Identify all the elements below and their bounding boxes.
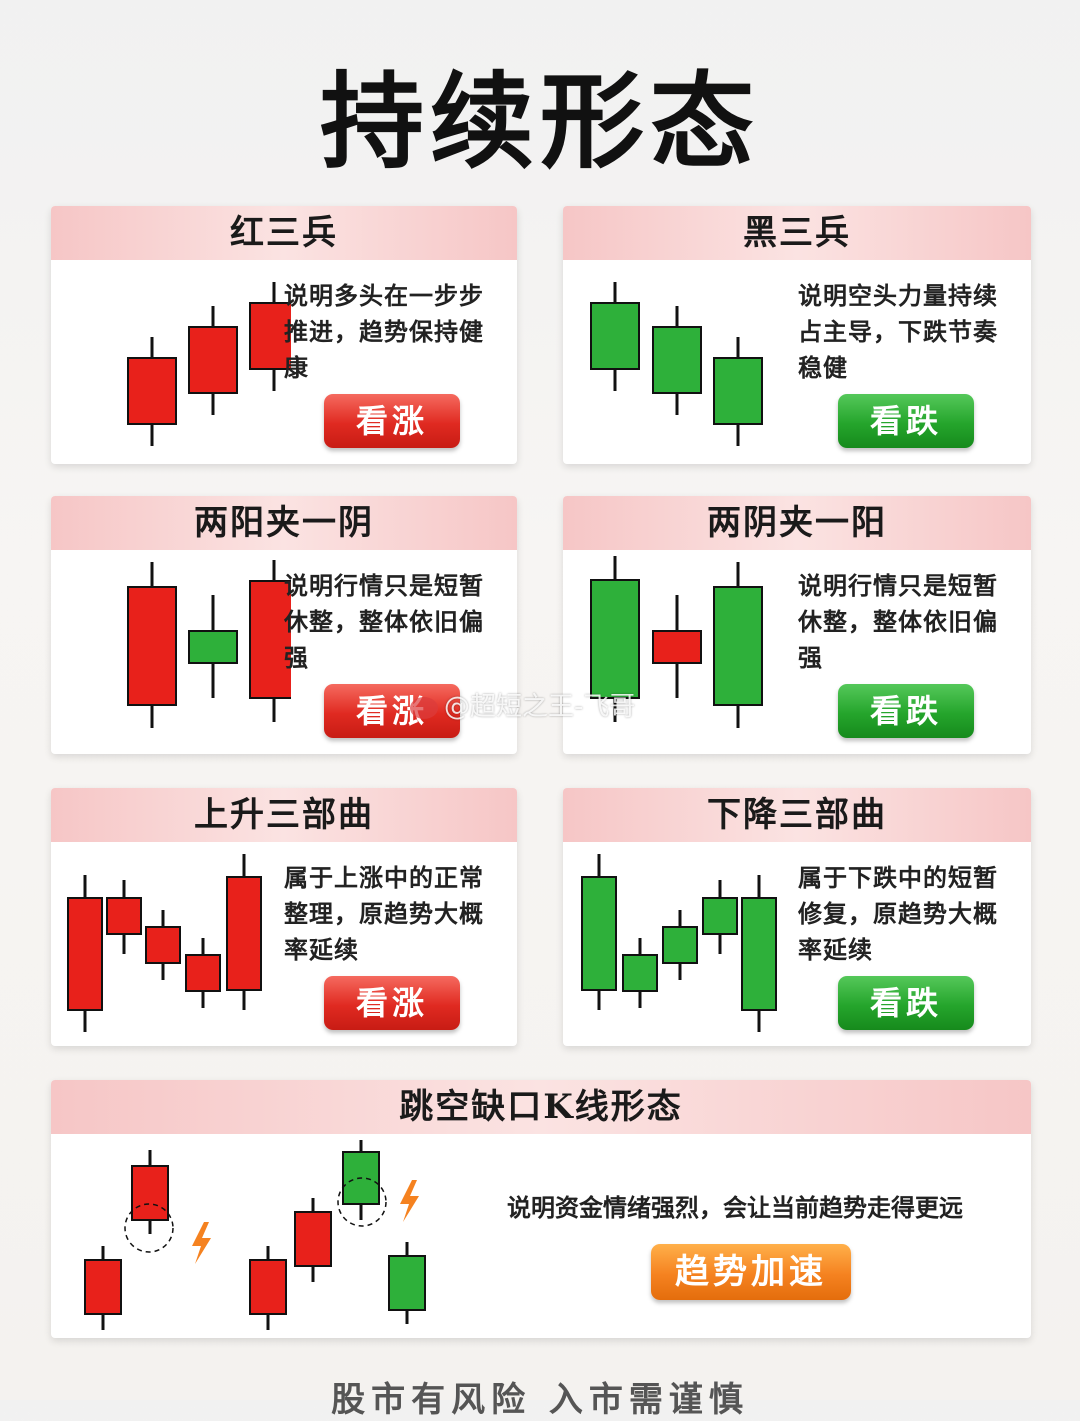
candle-bear — [188, 630, 238, 664]
card-description: 说明行情只是短暂休整，整体依旧偏强 — [798, 571, 998, 672]
card-two-bull-one-bear: 两阳夹一阴 说明行情只是短暂休整，整体依旧偏强 看涨 — [51, 496, 517, 754]
card-title: 黑三兵 — [563, 206, 1031, 260]
candle-bull — [131, 1165, 169, 1221]
card-falling-three-methods: 下降三部曲 属于下跌中的短暂修复，原趋势大概率延续 看跌 — [563, 788, 1031, 1046]
lightning-icon — [400, 1180, 419, 1222]
card-title: 两阳夹一阴 — [51, 496, 517, 550]
card-description: 说明多头在一步步推进，趋势保持健康 — [284, 281, 484, 382]
bullish-badge[interactable]: 看涨 — [324, 394, 460, 448]
bullish-badge[interactable]: 看涨 — [324, 976, 460, 1030]
card-description: 属于上涨中的正常整理，原趋势大概率延续 — [284, 863, 484, 964]
candlestick-illustration — [67, 854, 262, 1032]
card-title: 下降三部曲 — [563, 788, 1031, 842]
candle-bear — [741, 897, 777, 1011]
candlestick-illustration — [581, 854, 777, 1032]
candle-bull — [185, 954, 221, 992]
candle-bull — [249, 1259, 287, 1315]
gap-candlestick-illustration — [84, 1140, 426, 1330]
page-title: 持续形态 — [319, 61, 760, 183]
candle-bull — [106, 897, 142, 935]
candle-bear — [702, 897, 738, 935]
candlestick-illustration — [590, 556, 763, 728]
card-gap-pattern: 跳空缺口K线形态 说明资金情绪强烈，会让当前趋势走得更远 趋势加速 — [51, 1080, 1031, 1338]
candle-bull — [67, 897, 103, 1011]
candlestick-illustration — [590, 282, 763, 446]
candle-bull — [188, 326, 238, 394]
candle-bear — [590, 302, 640, 370]
watermark: @超短之王-飞哥 — [410, 686, 635, 723]
candle-bull — [226, 876, 262, 991]
candle-bull — [294, 1211, 332, 1267]
candle-bear — [581, 876, 617, 991]
card-description: 说明空头力量持续占主导，下跌节奏稳健 — [798, 281, 998, 382]
candle-bull — [652, 630, 702, 664]
watermark-text: @超短之王-飞哥 — [444, 692, 636, 722]
card-description: 说明资金情绪强烈，会让当前趋势走得更远 — [507, 1193, 963, 1222]
candle-bear — [713, 586, 763, 706]
candle-bear — [622, 954, 658, 992]
gap-circle-icon — [124, 1203, 174, 1253]
card-description: 说明行情只是短暂休整，整体依旧偏强 — [284, 571, 484, 672]
candle-bull — [249, 580, 291, 699]
gap-circle-icon — [337, 1177, 387, 1227]
candle-bear — [713, 357, 763, 425]
card-red-three-soldiers: 红三兵 说明多头在一步步推进，趋势保持健康 看涨 — [51, 206, 517, 464]
candle-bull — [145, 926, 181, 964]
lightning-icon — [192, 1222, 211, 1264]
card-description: 属于下跌中的短暂修复，原趋势大概率延续 — [798, 863, 998, 964]
card-title: 红三兵 — [51, 206, 517, 260]
bearish-badge[interactable]: 看跌 — [838, 394, 974, 448]
card-black-three-crows: 黑三兵 说明空头力量持续占主导，下跌节奏稳健 看跌 — [563, 206, 1031, 464]
card-two-bear-one-bull: 两阴夹一阳 说明行情只是短暂休整，整体依旧偏强 看跌 — [563, 496, 1031, 754]
card-title: 跳空缺口K线形态 — [51, 1080, 1031, 1134]
card-title: 两阴夹一阳 — [563, 496, 1031, 550]
candle-bull — [84, 1259, 122, 1315]
candle-bull — [127, 586, 177, 706]
candlestick-illustration — [127, 560, 291, 728]
candle-bear — [388, 1255, 426, 1311]
trend-accelerate-badge[interactable]: 趋势加速 — [651, 1244, 851, 1300]
candle-bear — [662, 926, 698, 964]
card-rising-three-methods: 上升三部曲 属于上涨中的正常整理，原趋势大概率延续 看涨 — [51, 788, 517, 1046]
candle-bear — [590, 579, 640, 699]
card-title: 上升三部曲 — [51, 788, 517, 842]
candle-bear — [652, 326, 702, 394]
weibo-logo-icon — [410, 696, 438, 719]
bullish-badge[interactable]: 看涨 — [324, 684, 460, 738]
candlestick-illustration — [127, 282, 291, 446]
candle-bull — [249, 302, 291, 370]
bearish-badge[interactable]: 看跌 — [838, 684, 974, 738]
candle-bull — [127, 357, 177, 425]
footer-disclaimer: 股市有风险 入市需谨慎 — [331, 1380, 749, 1420]
bearish-badge[interactable]: 看跌 — [838, 976, 974, 1030]
